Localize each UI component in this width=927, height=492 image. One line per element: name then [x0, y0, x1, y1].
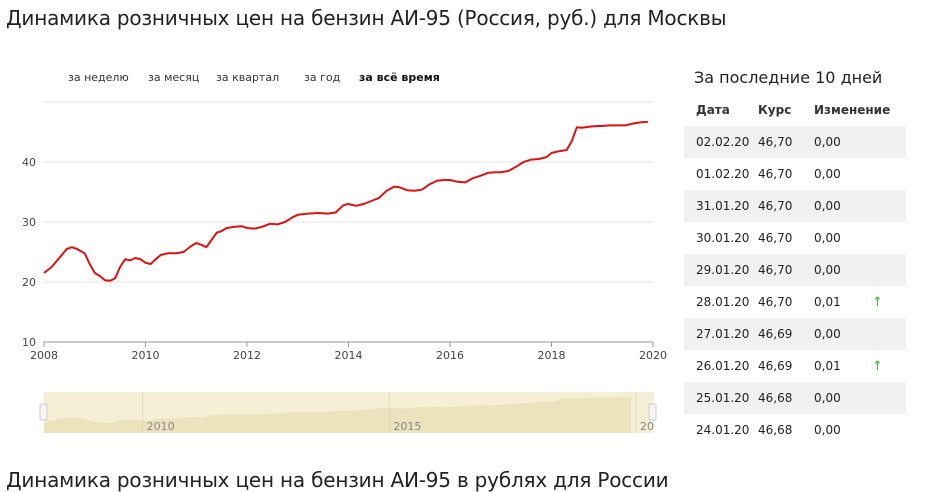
cell-date: 26.01.20 — [696, 359, 750, 373]
cell-date: 01.02.20 — [696, 167, 750, 181]
cell-change: 0,00 — [814, 391, 841, 405]
period-month[interactable]: за месяц — [148, 71, 200, 84]
x-tick-label: 2012 — [233, 349, 261, 362]
change-arrow-icon: ↑ — [872, 294, 883, 310]
cell-rate: 46,70 — [758, 263, 793, 277]
cell-date: 30.01.20 — [696, 231, 750, 245]
cell-rate: 46,68 — [758, 391, 793, 405]
cell-date: 27.01.20 — [696, 327, 750, 341]
x-tick-label: 2010 — [132, 349, 160, 362]
last-10-days-table: За последние 10 дней Дата Курс Изменение… — [684, 64, 906, 446]
cell-change: 0,00 — [814, 231, 841, 245]
cell-date: 02.02.20 — [696, 135, 750, 149]
chart-navigator[interactable]: 2010 2015 20 — [0, 388, 670, 440]
navigator-right-handle[interactable] — [648, 403, 657, 421]
x-tick-label: 2020 — [639, 349, 667, 362]
navigator-area — [44, 397, 632, 433]
cell-rate: 46,69 — [758, 327, 793, 341]
cell-change: 0,00 — [814, 199, 841, 213]
cell-date: 28.01.20 — [696, 295, 750, 309]
period-quarter[interactable]: за квартал — [216, 71, 280, 84]
table-row: 02.02.20 46,70 0,00 — [684, 126, 906, 158]
cell-rate: 46,70 — [758, 167, 793, 181]
y-tick-label: 30 — [22, 216, 36, 229]
table-row: 30.01.20 46,70 0,00 — [684, 222, 906, 254]
table-row: 24.01.20 46,68 0,00 — [684, 414, 906, 446]
cell-rate: 46,70 — [758, 231, 793, 245]
cell-change: 0,00 — [814, 327, 841, 341]
cell-date: 24.01.20 — [696, 423, 750, 437]
table-row: 01.02.20 46,70 0,00 — [684, 158, 906, 190]
x-tick-label: 2014 — [335, 349, 363, 362]
table-row: 28.01.20 46,70 0,01 ↑ — [684, 286, 906, 318]
table-row: 27.01.20 46,69 0,00 — [684, 318, 906, 350]
next-section-title: Динамика розничных цен на бензин АИ-95 в… — [6, 468, 669, 492]
y-tick-label: 20 — [22, 276, 36, 289]
table-row: 26.01.20 46,69 0,01 ↑ — [684, 350, 906, 382]
period-all-time[interactable]: за всё время — [359, 71, 440, 84]
column-header-change: Изменение — [814, 103, 891, 117]
cell-rate: 46,69 — [758, 359, 793, 373]
column-header-rate: Курс — [758, 103, 792, 117]
navigator-year-label: 20 — [640, 420, 654, 433]
x-tick-label: 2008 — [30, 349, 58, 362]
period-year[interactable]: за год — [304, 71, 341, 84]
navigator-year-label: 2010 — [147, 420, 175, 433]
cell-change: 0,01 — [814, 359, 841, 373]
page-title: Динамика розничных цен на бензин АИ-95 (… — [6, 6, 727, 30]
x-tick-label: 2018 — [538, 349, 566, 362]
change-arrow-icon: ↑ — [872, 358, 883, 374]
table-row: 31.01.20 46,70 0,00 — [684, 190, 906, 222]
table-body: 02.02.20 46,70 0,00 01.02.20 46,70 0,00 31.01.… — [684, 126, 906, 446]
table-title: За последние 10 дней — [694, 68, 883, 87]
y-tick-label: 40 — [22, 156, 36, 169]
column-header-date: Дата — [696, 103, 730, 117]
cell-change: 0,00 — [814, 135, 841, 149]
cell-change: 0,00 — [814, 167, 841, 181]
price-line-chart: 10 20 30 40 2008 2010 2012 2014 2016 2018 2020 — [22, 101, 667, 362]
cell-rate: 46,70 — [758, 135, 793, 149]
y-tick-label: 10 — [22, 336, 36, 349]
series-line — [43, 120, 648, 282]
table-row: 25.01.20 46,68 0,00 — [684, 382, 906, 414]
cell-rate: 46,70 — [758, 295, 793, 309]
cell-date: 25.01.20 — [696, 391, 750, 405]
table-row: 29.01.20 46,70 0,00 — [684, 254, 906, 286]
cell-change: 0,00 — [814, 423, 841, 437]
navigator-year-label: 2015 — [393, 420, 421, 433]
navigator-left-handle[interactable] — [39, 403, 48, 421]
cell-rate: 46,70 — [758, 199, 793, 213]
x-tick-label: 2016 — [436, 349, 464, 362]
period-week[interactable]: за неделю — [68, 71, 129, 84]
cell-rate: 46,68 — [758, 423, 793, 437]
cell-change: 0,01 — [814, 295, 841, 309]
cell-change: 0,00 — [814, 263, 841, 277]
cell-date: 29.01.20 — [696, 263, 750, 277]
cell-date: 31.01.20 — [696, 199, 750, 213]
table-header: Дата Курс Изменение — [684, 94, 906, 126]
